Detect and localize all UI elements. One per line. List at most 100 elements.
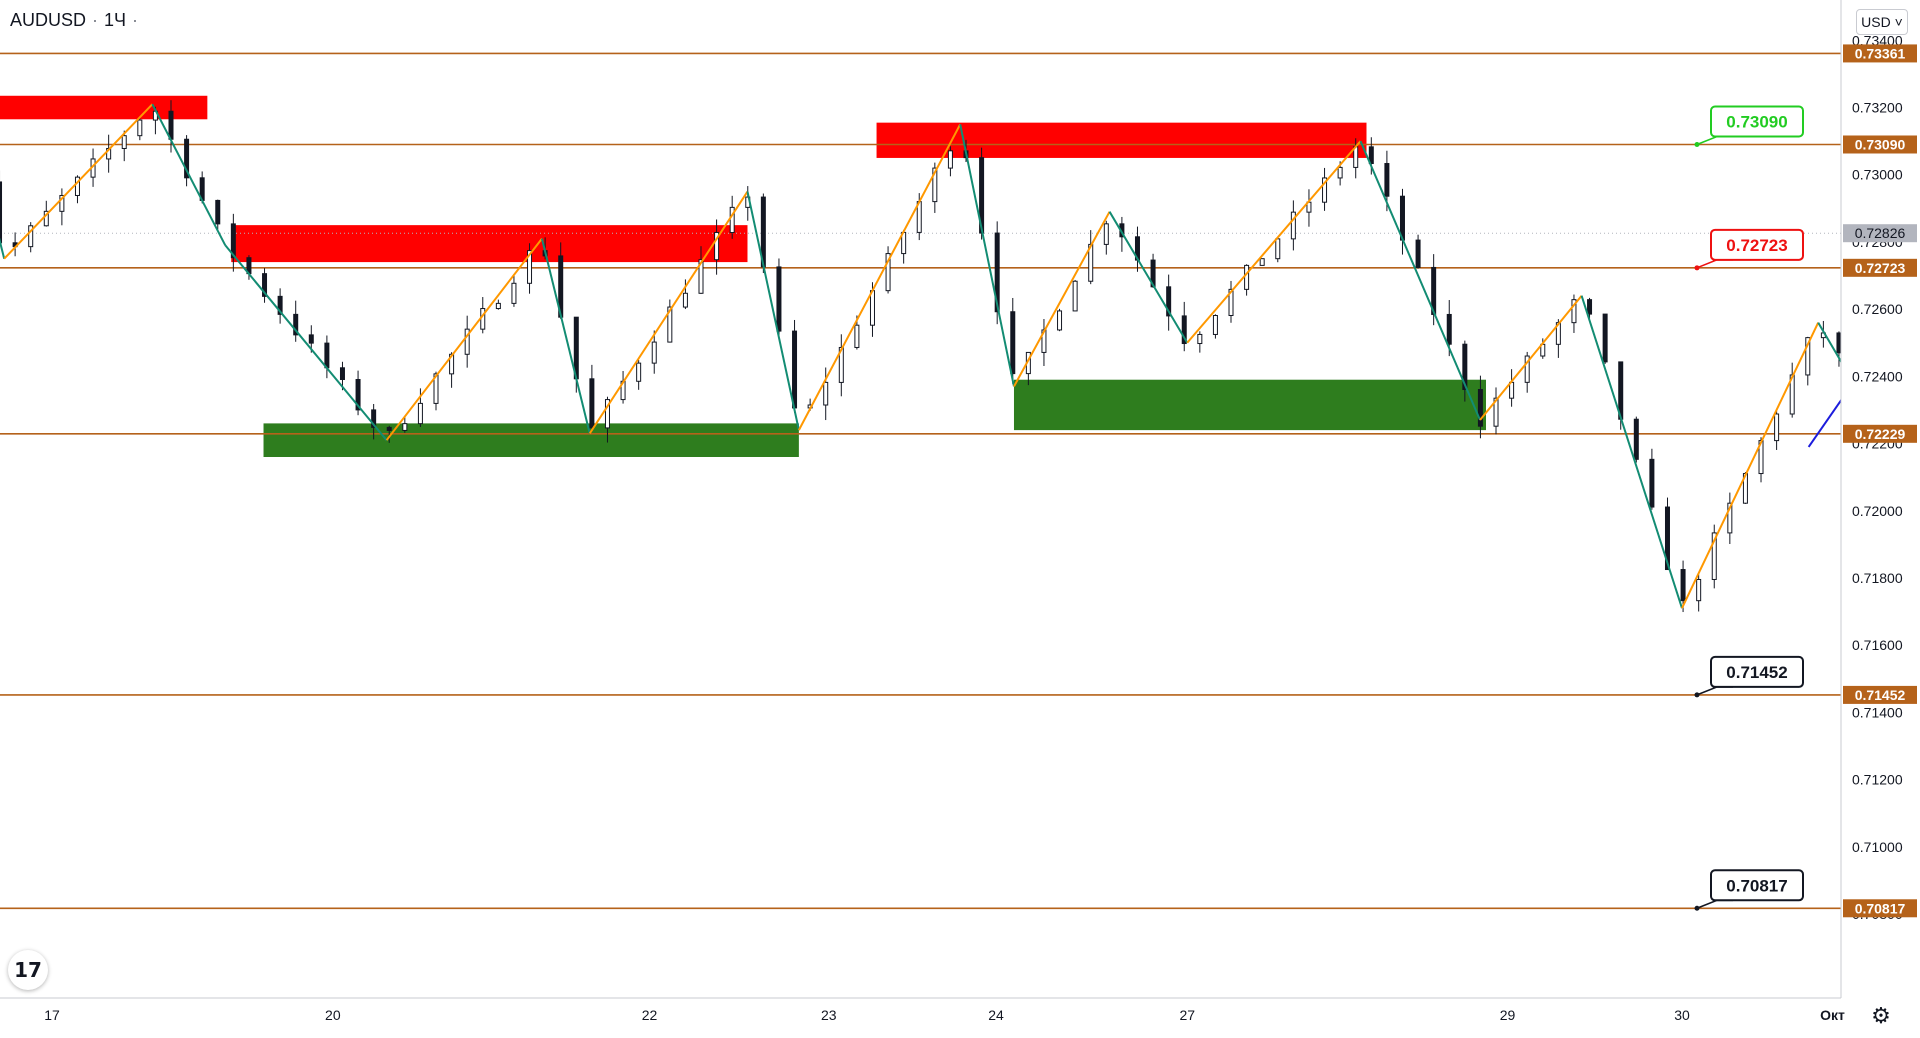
candle-body bbox=[1290, 211, 1296, 240]
candle-body bbox=[308, 334, 314, 344]
candle-body bbox=[1524, 355, 1530, 383]
candle-body bbox=[1212, 315, 1218, 335]
level-badge-label: 0.72723 bbox=[1855, 260, 1906, 276]
chart-header: AUDUSD · 1Ч · bbox=[10, 10, 144, 31]
level-badge-label: 0.73090 bbox=[1855, 136, 1906, 152]
callout-box bbox=[1710, 869, 1804, 902]
time-tick-label: 27 bbox=[1179, 1007, 1195, 1023]
candle-body bbox=[1181, 315, 1187, 345]
candle-body bbox=[1384, 163, 1390, 197]
zigzag-layer bbox=[0, 103, 1920, 609]
time-axis[interactable]: 1720222324272930Окт467811 bbox=[0, 997, 1920, 1038]
price-callout[interactable]: 0.70817 bbox=[1694, 869, 1804, 911]
header-separator: · bbox=[92, 10, 99, 30]
callout-pointer bbox=[1696, 259, 1733, 269]
price-axis-bg bbox=[1841, 0, 1920, 1038]
zigzag-up-leg bbox=[385, 237, 543, 441]
candle-body bbox=[667, 306, 673, 343]
time-tick-label: Окт bbox=[1820, 1007, 1845, 1023]
candle-body bbox=[402, 423, 408, 431]
demand-zone[interactable] bbox=[1013, 379, 1486, 431]
zigzag-down-leg bbox=[540, 238, 591, 434]
time-tick-label: 23 bbox=[821, 1007, 837, 1023]
price-callout[interactable]: 0.71452 bbox=[1694, 655, 1804, 698]
time-tick-label: 17 bbox=[44, 1007, 60, 1023]
candle-body bbox=[698, 259, 704, 294]
candle-body bbox=[1462, 343, 1468, 391]
callout-anchor bbox=[1694, 141, 1700, 147]
candle-body bbox=[74, 176, 80, 196]
time-axis-bg bbox=[0, 998, 1841, 1038]
candle-body bbox=[869, 290, 875, 326]
candle-body bbox=[1259, 258, 1265, 266]
candle-body bbox=[464, 328, 470, 355]
candle-body bbox=[947, 150, 953, 169]
price-callout[interactable]: 0.73090 bbox=[1694, 105, 1804, 147]
symbol-label[interactable]: AUDUSD bbox=[10, 10, 87, 30]
zigzag-down-leg bbox=[1580, 295, 1683, 609]
candle-body bbox=[1805, 337, 1811, 376]
demand-zone[interactable] bbox=[263, 423, 799, 457]
candle-body bbox=[1680, 569, 1686, 602]
candle-body bbox=[1072, 280, 1078, 312]
candle-body bbox=[0, 181, 3, 244]
candle-body bbox=[480, 308, 486, 330]
supply-zone[interactable] bbox=[231, 225, 748, 263]
level-badge-label: 0.71452 bbox=[1855, 687, 1906, 703]
gear-icon[interactable]: ⚙ bbox=[1871, 1004, 1891, 1029]
candle-body bbox=[1696, 578, 1702, 602]
callout-label: 0.72723 bbox=[1726, 236, 1787, 255]
price-tick-label: 0.72600 bbox=[1852, 301, 1903, 317]
candle-body bbox=[184, 138, 190, 179]
level-badge bbox=[1843, 44, 1917, 63]
candle-body bbox=[1431, 266, 1437, 315]
chevron-down-icon: ˅ bbox=[1890, 14, 1903, 30]
candle-body bbox=[1477, 389, 1483, 427]
candle-body bbox=[417, 402, 423, 425]
callout-label: 0.71452 bbox=[1726, 663, 1787, 682]
currency-dropdown[interactable]: USD ˅ bbox=[1856, 9, 1908, 35]
candle-body bbox=[262, 273, 268, 297]
candle-body bbox=[386, 426, 392, 431]
price-callout[interactable]: 0.72723 bbox=[1694, 228, 1804, 271]
candle-body bbox=[1836, 332, 1842, 354]
interval-label[interactable]: 1Ч bbox=[104, 10, 127, 30]
callout-anchor bbox=[1694, 265, 1700, 271]
candle-body bbox=[215, 199, 221, 225]
candle-body bbox=[682, 292, 688, 308]
zigzag-up-leg bbox=[1013, 211, 1111, 387]
callout-pointer bbox=[1696, 135, 1733, 146]
tradingview-logo-icon[interactable]: 17 bbox=[8, 950, 48, 990]
callout-pointer bbox=[1696, 899, 1733, 910]
candle-body bbox=[636, 362, 642, 382]
candle-body bbox=[433, 373, 439, 404]
price-tick-label: 0.72000 bbox=[1852, 503, 1903, 519]
zigzag-up-leg bbox=[797, 123, 962, 431]
candle-body bbox=[59, 194, 65, 212]
price-axis[interactable]: 0.734000.732000.730000.728000.726000.724… bbox=[1840, 0, 1920, 1038]
price-tick-label: 0.72400 bbox=[1852, 368, 1903, 384]
level-badge bbox=[1843, 424, 1917, 443]
candle-body bbox=[776, 266, 782, 332]
candle-body bbox=[1353, 146, 1359, 168]
candle-body bbox=[277, 295, 283, 315]
supply-zone[interactable] bbox=[0, 95, 208, 120]
zigzag-down-leg bbox=[151, 103, 227, 246]
callout-anchor bbox=[1694, 905, 1700, 911]
callout-box bbox=[1710, 228, 1804, 261]
level-badge-label: 0.70817 bbox=[1855, 900, 1906, 916]
candle-body bbox=[137, 119, 143, 137]
current-price-badge bbox=[1843, 224, 1917, 243]
candle-body bbox=[1368, 146, 1374, 165]
callout-box bbox=[1710, 655, 1804, 688]
callout-label: 0.70817 bbox=[1726, 876, 1787, 895]
candle-body bbox=[339, 367, 345, 380]
candle-body bbox=[604, 399, 610, 429]
levels-layer bbox=[0, 52, 1841, 910]
candle-body bbox=[1057, 310, 1063, 331]
level-badge-label: 0.72229 bbox=[1855, 426, 1906, 442]
candle-body bbox=[1103, 223, 1109, 245]
candle-body bbox=[230, 223, 236, 259]
candle-body bbox=[355, 378, 361, 411]
